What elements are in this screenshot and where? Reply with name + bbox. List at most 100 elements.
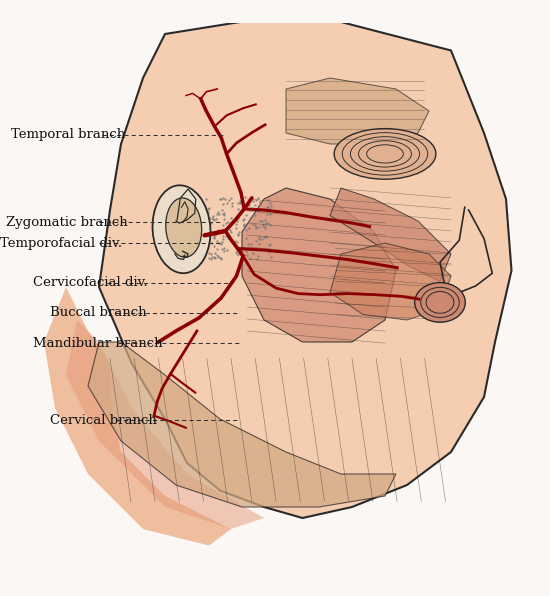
Point bbox=[254, 206, 262, 216]
Point bbox=[230, 236, 239, 246]
Point bbox=[242, 210, 251, 220]
Point bbox=[266, 239, 274, 249]
Point bbox=[258, 234, 267, 244]
Point bbox=[223, 233, 232, 243]
Point bbox=[223, 224, 232, 233]
Point bbox=[254, 194, 262, 203]
Ellipse shape bbox=[334, 129, 436, 179]
Point bbox=[210, 241, 218, 250]
Point bbox=[233, 229, 242, 238]
Ellipse shape bbox=[152, 185, 211, 273]
Point bbox=[251, 222, 260, 232]
Point bbox=[197, 201, 206, 210]
Point bbox=[254, 240, 263, 249]
Point bbox=[245, 213, 254, 223]
Point bbox=[246, 253, 255, 263]
Point bbox=[223, 198, 232, 207]
Point bbox=[239, 221, 248, 231]
Point bbox=[219, 211, 228, 221]
Point bbox=[260, 232, 268, 241]
Point bbox=[202, 218, 211, 227]
Point bbox=[255, 235, 263, 244]
Point bbox=[224, 218, 233, 227]
Point bbox=[251, 200, 260, 209]
Text: Zygomatic branch: Zygomatic branch bbox=[6, 216, 127, 229]
Point bbox=[247, 244, 256, 253]
Point bbox=[249, 196, 257, 206]
Point bbox=[265, 220, 274, 229]
Point bbox=[260, 221, 269, 231]
Point bbox=[241, 192, 250, 201]
Point bbox=[244, 240, 252, 249]
Point bbox=[236, 197, 245, 206]
Point bbox=[250, 221, 259, 230]
Point bbox=[204, 207, 212, 217]
Point bbox=[239, 243, 248, 252]
Text: Temporofacial div.: Temporofacial div. bbox=[0, 237, 122, 250]
Point bbox=[241, 244, 250, 253]
Point bbox=[202, 194, 211, 203]
Point bbox=[234, 198, 243, 207]
Text: Temporal branch: Temporal branch bbox=[11, 128, 125, 141]
Point bbox=[265, 247, 273, 257]
Point bbox=[239, 215, 248, 225]
Point bbox=[222, 219, 231, 228]
Point bbox=[216, 239, 225, 249]
Point bbox=[213, 209, 222, 218]
Text: Mandibular branch: Mandibular branch bbox=[33, 337, 163, 350]
Point bbox=[214, 210, 223, 219]
Polygon shape bbox=[242, 188, 396, 342]
Point bbox=[229, 216, 238, 226]
Point bbox=[199, 249, 207, 258]
Point bbox=[205, 249, 213, 258]
Point bbox=[248, 203, 256, 213]
Point bbox=[206, 228, 215, 237]
Point bbox=[258, 222, 267, 231]
Point bbox=[217, 254, 226, 263]
Point bbox=[199, 231, 208, 241]
Point bbox=[220, 246, 229, 256]
Point bbox=[261, 218, 270, 228]
Point bbox=[208, 252, 217, 262]
Point bbox=[226, 227, 235, 237]
Point bbox=[233, 238, 241, 247]
Point bbox=[215, 238, 224, 247]
Point bbox=[199, 208, 208, 218]
Point bbox=[210, 215, 218, 224]
Point bbox=[239, 199, 248, 209]
Point bbox=[213, 225, 222, 234]
Point bbox=[254, 232, 263, 241]
Point bbox=[199, 198, 207, 208]
Polygon shape bbox=[66, 320, 264, 529]
Text: Buccal branch: Buccal branch bbox=[50, 306, 146, 319]
Point bbox=[252, 223, 261, 232]
Point bbox=[263, 203, 272, 212]
Point bbox=[200, 214, 208, 224]
Point bbox=[218, 199, 227, 209]
Point bbox=[251, 236, 260, 246]
Polygon shape bbox=[44, 287, 231, 545]
Point bbox=[205, 253, 214, 263]
Point bbox=[246, 244, 255, 253]
Point bbox=[255, 222, 263, 232]
Point bbox=[217, 206, 226, 215]
Polygon shape bbox=[99, 12, 512, 518]
Point bbox=[219, 208, 228, 218]
Point bbox=[207, 238, 216, 248]
Point bbox=[219, 231, 228, 241]
Point bbox=[240, 214, 249, 224]
Point bbox=[256, 198, 265, 207]
Point bbox=[210, 232, 218, 242]
Point bbox=[251, 195, 260, 205]
Point bbox=[222, 245, 231, 254]
Point bbox=[228, 201, 236, 210]
Point bbox=[216, 194, 224, 204]
Point bbox=[234, 230, 243, 240]
Point bbox=[266, 210, 274, 219]
Point bbox=[213, 252, 222, 262]
Text: Cervical branch: Cervical branch bbox=[50, 414, 156, 427]
Point bbox=[227, 198, 236, 208]
Point bbox=[207, 213, 216, 222]
Point bbox=[267, 201, 276, 210]
Point bbox=[201, 203, 210, 213]
